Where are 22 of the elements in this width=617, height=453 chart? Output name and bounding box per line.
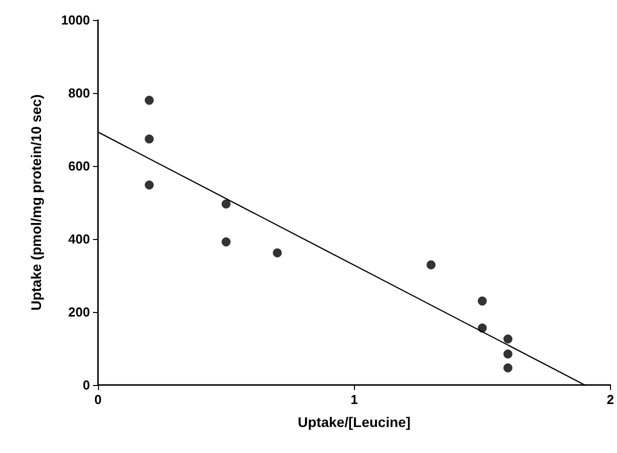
point	[503, 363, 512, 372]
x-axis-title: Uptake/[Leucine]	[298, 414, 411, 430]
point	[426, 260, 436, 270]
point	[222, 237, 231, 246]
point	[144, 134, 154, 144]
y-tick-label: 600	[68, 158, 90, 174]
point	[478, 296, 487, 306]
x-tick-label: 0	[94, 392, 102, 407]
point	[272, 248, 282, 258]
point	[503, 349, 512, 358]
y-tick-label: 1000	[61, 12, 90, 28]
y-axis-title: Uptake (pmol/mg protein/10 sec)	[28, 94, 44, 311]
point	[144, 180, 154, 190]
x-tick-label: 2	[606, 392, 614, 407]
x-tick-label: 1	[350, 392, 358, 407]
point	[144, 96, 154, 105]
y-tick-label: 800	[68, 86, 90, 100]
y-tick-label: 0	[82, 378, 90, 392]
point	[222, 199, 231, 208]
y-tick-label: 400	[68, 232, 90, 246]
y-tick-label: 200	[68, 304, 90, 320]
point	[503, 334, 512, 344]
